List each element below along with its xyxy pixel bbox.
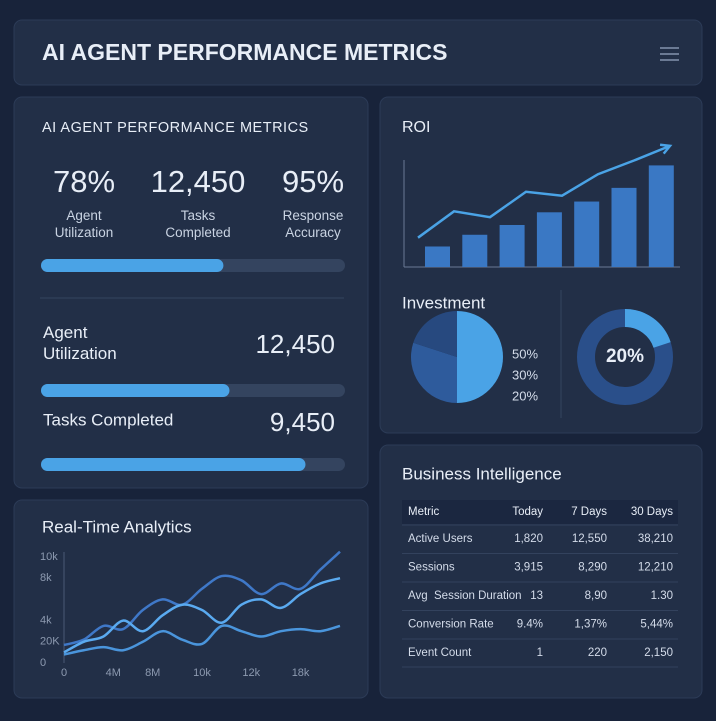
table-cell: Sessions: [408, 562, 455, 574]
x-tick-label: 10k: [193, 667, 211, 679]
row-label: Agent Utilization: [43, 323, 117, 363]
table-cell: Event Count: [408, 647, 472, 659]
x-tick-label: 0: [61, 667, 67, 679]
table-cell: 1,37%: [574, 619, 607, 631]
stat-value: 78%: [53, 164, 115, 199]
stat-label-line: Tasks Completed: [165, 208, 230, 240]
analytics-title: Real-Time Analytics: [42, 517, 192, 536]
roi-bar: [499, 224, 525, 267]
x-tick-label: 12k: [242, 667, 260, 679]
investment-title: Investment: [402, 293, 485, 312]
pie-slice: [413, 311, 457, 357]
table-cell: 2,150: [644, 647, 673, 659]
roi-bar: [536, 212, 562, 267]
stat-value: 12,450: [151, 164, 246, 199]
table-cell: 12,210: [638, 562, 673, 574]
table-header: Today: [512, 506, 543, 518]
pie-label: 50%: [512, 346, 538, 361]
roi-bar: [425, 246, 450, 267]
table-cell: 13: [530, 590, 543, 602]
table-cell: 220: [588, 647, 607, 659]
roi-line: [417, 144, 671, 239]
table-header: 30 Days: [631, 506, 673, 518]
y-tick-label: 8k: [40, 572, 52, 584]
table-cell: 8,90: [585, 590, 607, 602]
table-cell: 12,550: [572, 533, 607, 545]
roi-bar: [574, 201, 600, 267]
stat-label-line: Agent Utilization: [55, 208, 114, 240]
table-cell: 1: [537, 647, 543, 659]
table-cell: 1,820: [514, 533, 543, 545]
progress-bar: [41, 384, 230, 397]
x-tick-label: 18k: [292, 667, 310, 679]
table-header-bg: [402, 500, 678, 524]
table-cell: 9.4%: [517, 619, 543, 631]
progress-bar: [41, 458, 306, 471]
table-cell: Avg Session Duration: [408, 590, 522, 602]
x-tick-label: 4M: [106, 667, 121, 679]
table-cell: Active Users: [408, 533, 473, 545]
row-label: Tasks Completed: [43, 410, 173, 429]
stat-label-line: Response Accuracy: [283, 208, 344, 240]
y-tick-label: 0: [40, 657, 46, 669]
roi-title: ROI: [402, 119, 430, 136]
pie-label: 20%: [512, 388, 538, 403]
progress-bar: [41, 259, 224, 272]
x-tick-label: 8M: [145, 667, 160, 679]
pie-slice: [457, 311, 503, 403]
row-value: 9,450: [270, 407, 335, 437]
bi-title: Business Intelligence: [402, 464, 562, 483]
roi-bar: [648, 165, 674, 267]
y-tick-label: 20K: [40, 636, 60, 648]
table-header: Metric: [408, 506, 440, 518]
kpi-title: AI AGENT PERFORMANCE METRICS: [42, 120, 309, 136]
table-cell: Conversion Rate: [408, 619, 494, 631]
table-cell: 3,915: [514, 562, 543, 574]
table-header: 7 Days: [571, 506, 607, 518]
analytics-line: [63, 576, 341, 654]
row-value: 12,450: [255, 329, 335, 359]
stat-value: 95%: [282, 164, 344, 199]
pie-label: 30%: [512, 367, 538, 382]
roi-bar: [462, 234, 488, 267]
y-tick-label: 4k: [40, 615, 52, 627]
y-tick-label: 10k: [40, 551, 58, 563]
pie-slice: [411, 342, 457, 403]
donut-label: 20%: [606, 346, 644, 367]
analytics-line: [63, 624, 341, 656]
menu-icon[interactable]: [660, 47, 679, 61]
table-cell: 8,290: [578, 562, 607, 574]
table-cell: 5,44%: [640, 619, 673, 631]
analytics-line: [63, 550, 341, 647]
header-panel: [13, 19, 703, 86]
table-cell: 1.30: [651, 590, 673, 602]
roi-bar: [611, 187, 637, 267]
table-cell: 38,210: [638, 533, 673, 545]
donut-arc: [624, 309, 671, 349]
header-title: AI AGENT PERFORMANCE METRICS: [42, 39, 448, 65]
arrow-head: [659, 143, 673, 155]
